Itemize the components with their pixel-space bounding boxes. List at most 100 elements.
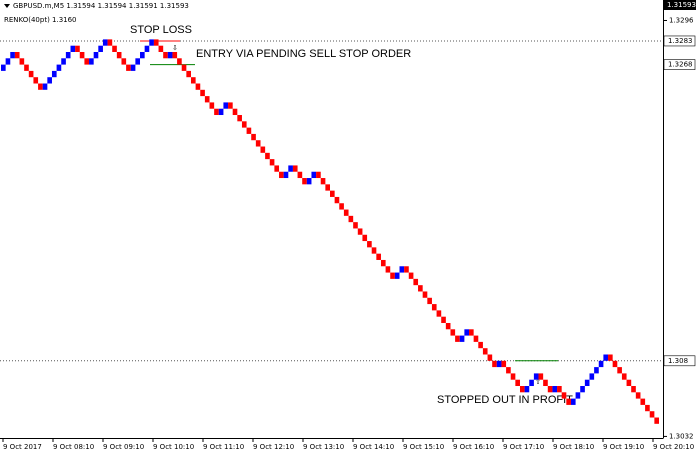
- x-tick-label: 9 Oct 17:10: [503, 443, 544, 451]
- renko-brick: [404, 266, 409, 273]
- renko-brick: [603, 354, 609, 361]
- renko-brick: [130, 64, 136, 71]
- price-label-box: [663, 59, 696, 70]
- renko-brick: [10, 51, 15, 59]
- renko-brick: [575, 392, 581, 399]
- renko-brick: [418, 285, 423, 292]
- renko-brick: [24, 64, 29, 71]
- renko-brick: [533, 373, 539, 380]
- renko-brick: [380, 259, 386, 267]
- renko-brick: [75, 45, 80, 52]
- renko-brick: [190, 77, 196, 84]
- price-label: 1.308: [668, 357, 688, 365]
- renko-brick: [473, 335, 479, 342]
- renko-brick: [612, 360, 618, 368]
- renko-brick: [608, 354, 613, 361]
- renko-brick: [126, 64, 131, 71]
- renko-brick: [195, 83, 201, 90]
- renko-brick: [172, 51, 178, 59]
- renko-brick: [167, 51, 173, 59]
- x-tick-label: 9 Oct 2017: [3, 443, 42, 451]
- renko-brick: [570, 398, 576, 405]
- renko-brick: [330, 190, 335, 197]
- x-tick-label: 9 Oct 08:10: [53, 443, 94, 451]
- renko-brick: [584, 379, 590, 387]
- renko-brick: [371, 247, 377, 254]
- renko-brick: [427, 297, 432, 305]
- renko-brick: [524, 386, 530, 393]
- renko-brick: [640, 398, 646, 405]
- renko-brick: [218, 108, 224, 116]
- renko-brick: [93, 51, 99, 59]
- renko-brick: [237, 115, 242, 122]
- renko-brick: [33, 77, 39, 84]
- renko-brick: [316, 171, 321, 179]
- entry-arrow: ⇩: [172, 44, 178, 52]
- renko-brick: [200, 89, 205, 97]
- renko-brick: [28, 70, 34, 78]
- x-tick-label: 9 Oct 11:10: [203, 443, 244, 451]
- renko-brick: [538, 373, 544, 380]
- renko-brick: [297, 171, 303, 179]
- renko-brick: [112, 45, 117, 52]
- renko-brick: [61, 58, 66, 65]
- renko-brick: [459, 335, 465, 342]
- renko-brick: [42, 83, 48, 90]
- renko-brick: [482, 348, 488, 355]
- y-tick-label: 1.3296: [669, 16, 694, 24]
- x-tick-label: 9 Oct 18:10: [553, 443, 594, 451]
- menu-arrow: [4, 4, 10, 8]
- renko-brick: [362, 234, 368, 242]
- renko-brick: [163, 51, 168, 59]
- renko-brick: [56, 64, 62, 71]
- renko-brick: [501, 360, 507, 368]
- renko-brick: [547, 386, 553, 393]
- x-tick-label: 9 Oct 15:10: [403, 443, 444, 451]
- renko-brick: [469, 329, 474, 336]
- price-label-box: [663, 355, 696, 367]
- renko-brick: [121, 58, 127, 65]
- renko-brick: [645, 404, 650, 412]
- renko-brick: [38, 83, 43, 90]
- renko-brick: [204, 96, 210, 103]
- exit-arrow: ⇧: [535, 378, 541, 386]
- renko-brick: [107, 39, 113, 46]
- renko-brick: [306, 178, 312, 185]
- x-tick-label: 9 Oct 09:10: [103, 443, 144, 451]
- renko-brick: [390, 272, 395, 279]
- price-label: 1.3283: [668, 37, 693, 45]
- renko-brick: [376, 253, 381, 260]
- renko-brick: [515, 379, 520, 387]
- renko-brick: [334, 196, 340, 204]
- renko-brick: [348, 215, 354, 223]
- renko-brick: [455, 335, 460, 342]
- renko-brick: [102, 39, 108, 46]
- renko-brick: [510, 373, 516, 380]
- renko-brick: [265, 152, 270, 160]
- renko-brick: [320, 178, 326, 185]
- renko-brick: [436, 310, 442, 317]
- x-tick-label: 9 Oct 19:10: [603, 443, 644, 451]
- renko-brick: [274, 165, 280, 172]
- x-tick-label: 9 Oct 12:10: [253, 443, 294, 451]
- renko-brick: [357, 228, 363, 235]
- y-tick-label: 1.3032: [669, 432, 694, 440]
- renko-brick: [649, 411, 655, 418]
- renko-brick: [232, 108, 238, 116]
- x-tick-label: 9 Oct 14:10: [353, 443, 394, 451]
- renko-brick: [529, 379, 534, 387]
- renko-brick: [251, 133, 256, 141]
- annotation: ENTRY VIA PENDING SELL STOP ORDER: [196, 48, 411, 60]
- indicator-label: RENKO(40pt) 1.3160: [4, 16, 77, 24]
- renko-brick: [89, 58, 94, 65]
- renko-brick: [399, 266, 405, 273]
- renko-brick: [279, 171, 284, 179]
- x-tick-label: 9 Oct 13:10: [303, 443, 344, 451]
- renko-brick: [580, 386, 585, 393]
- renko-brick: [492, 360, 497, 368]
- renko-brick: [621, 373, 627, 380]
- renko-brick: [431, 304, 437, 311]
- renko-brick: [598, 360, 604, 368]
